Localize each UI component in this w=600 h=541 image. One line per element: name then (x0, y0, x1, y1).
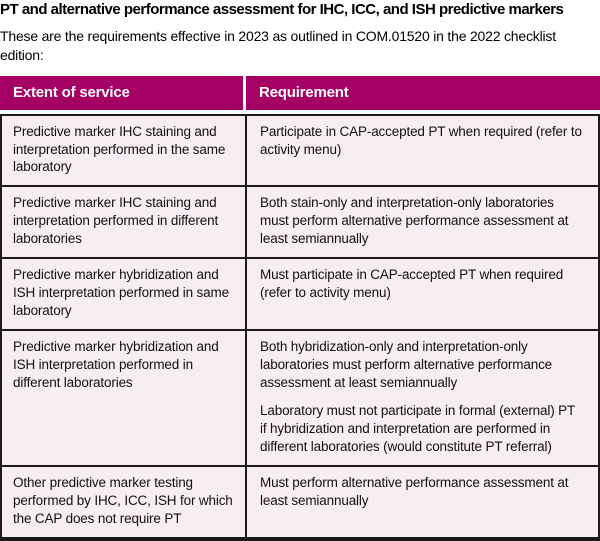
table-header-row: Extent of service Requirement (0, 75, 600, 110)
table-row: Predictive marker IHC staining and inter… (2, 115, 598, 186)
extent-of-service-cell: Predictive marker IHC staining and inter… (2, 115, 247, 186)
extent-of-service-cell: Predictive marker hybridization and ISH … (2, 259, 247, 330)
requirement-cell: Both stain-only and interpretation-only … (247, 187, 598, 257)
requirement-cell: Participate in CAP-accepted PT when requ… (247, 116, 598, 186)
requirement-paragraph: Must perform alternative performance ass… (260, 474, 569, 508)
table-row: Predictive marker hybridization and ISH … (2, 329, 598, 465)
requirement-paragraph: Both stain-only and interpretation-only … (260, 195, 569, 247)
extent-of-service-cell: Predictive marker IHC staining and inter… (2, 187, 247, 258)
requirement-cell: Must participate in CAP-accepted PT when… (247, 259, 598, 329)
extent-of-service-cell: Other predictive marker testing performe… (2, 466, 247, 537)
extent-of-service-cell: Predictive marker hybridization and ISH … (2, 331, 247, 465)
table-row: Predictive marker hybridization and ISH … (2, 257, 598, 330)
requirement-paragraph: Participate in CAP-accepted PT when requ… (260, 123, 582, 157)
table-row: Other predictive marker testing performe… (2, 464, 598, 537)
requirement-paragraph: Must participate in CAP-accepted PT when… (260, 267, 564, 301)
table-row: Predictive marker IHC staining and inter… (2, 185, 598, 258)
column-header-requirement: Requirement (259, 84, 349, 102)
page-title: PT and alternative performance assessmen… (0, 1, 564, 18)
column-header-extent-of-service: Extent of service (0, 75, 246, 110)
table-body: Predictive marker IHC staining and inter… (0, 113, 600, 541)
requirement-cell: Must perform alternative performance ass… (247, 467, 598, 537)
requirement-paragraph: Both hybridization-only and interpretati… (260, 339, 553, 391)
intro-text: These are the requirements effective in … (0, 27, 556, 63)
requirement-cell: Both hybridization-only and interpretati… (247, 331, 598, 465)
requirement-paragraph: Laboratory must not participate in forma… (260, 403, 575, 454)
requirements-table: Extent of service Requirement Predictive… (0, 75, 600, 541)
